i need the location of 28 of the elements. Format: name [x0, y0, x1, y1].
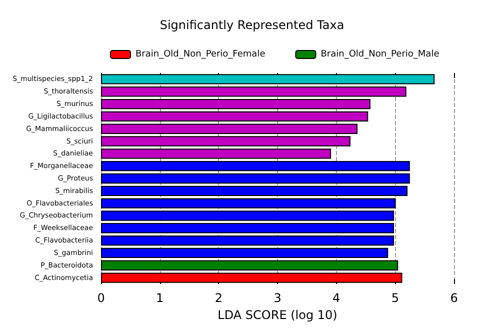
- x-tick-label: 6: [450, 291, 458, 305]
- bar: [101, 124, 358, 134]
- bar: [101, 223, 394, 234]
- bar: [101, 136, 350, 146]
- bar: [101, 248, 388, 258]
- bar: [101, 86, 406, 97]
- x-tick-label: 2: [214, 291, 222, 305]
- legend-label: Brain_Old_Non_Perio_Male: [320, 50, 440, 60]
- x-tick-label: 0: [97, 291, 105, 305]
- legend-label: Brain_Old_Non_Perio_Female: [136, 50, 266, 60]
- chart-title: Significantly Represented Taxa: [160, 18, 344, 32]
- bar: [101, 98, 370, 110]
- bar: [101, 186, 408, 196]
- x-tick-label: 3: [274, 291, 282, 305]
- bar: [101, 173, 410, 184]
- bar: [101, 111, 368, 122]
- bar: [101, 148, 332, 159]
- bar: [101, 235, 394, 246]
- x-axis-title: LDA SCORE (log 10): [218, 308, 338, 322]
- bar: [101, 198, 396, 208]
- bar: [101, 210, 394, 221]
- bar: [101, 161, 410, 172]
- x-tick-label: 5: [391, 291, 399, 305]
- bar: [101, 260, 398, 270]
- bar: [101, 74, 435, 84]
- x-tick-label: 4: [332, 291, 340, 305]
- bar: [101, 272, 402, 283]
- x-tick-label: 1: [156, 291, 164, 305]
